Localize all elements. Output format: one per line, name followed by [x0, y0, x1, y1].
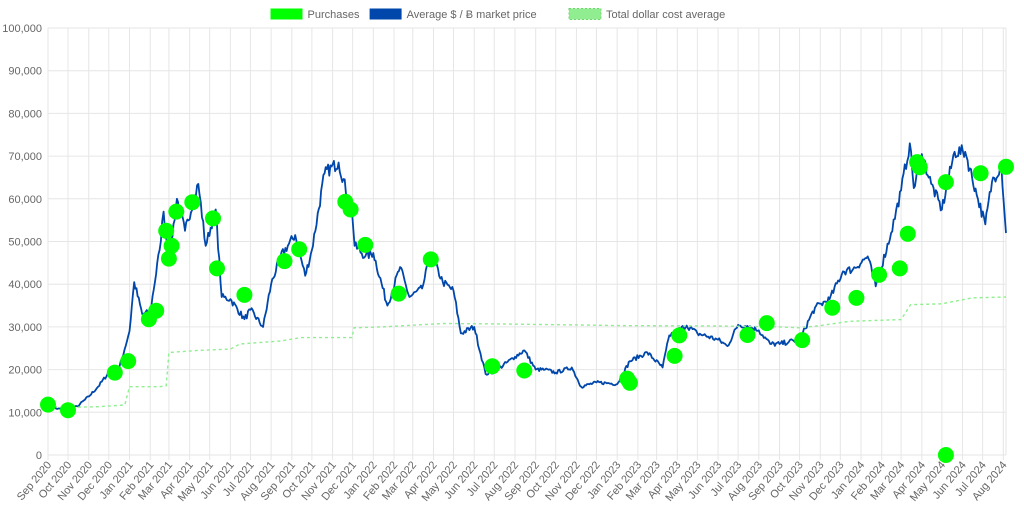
y-axis-ticks: 0 10,000 20,000 30,000 40,000 50,000 60,000 70,…	[2, 23, 42, 462]
y-tick-label: 0	[36, 450, 42, 462]
legend-swatch	[369, 8, 402, 20]
purchase-point[interactable]	[163, 237, 180, 254]
purchase-point[interactable]	[60, 402, 76, 419]
purchase-point[interactable]	[899, 225, 916, 242]
purchase-point[interactable]	[205, 210, 221, 227]
purchase-point[interactable]	[390, 285, 407, 302]
legend-label: Total dollar cost average	[606, 9, 725, 21]
series-layer	[47, 142, 1007, 411]
y-tick-label: 80,000	[8, 108, 42, 120]
purchase-point[interactable]	[357, 236, 374, 253]
purchase-point[interactable]	[937, 174, 954, 191]
purchase-point[interactable]	[671, 327, 688, 344]
purchase-point[interactable]	[937, 447, 954, 463]
y-tick-label: 70,000	[8, 151, 42, 163]
purchase-point[interactable]	[120, 353, 137, 370]
purchase-point[interactable]	[209, 260, 225, 277]
purchase-point[interactable]	[848, 289, 865, 306]
purchase-point[interactable]	[794, 332, 811, 349]
purchase-point[interactable]	[998, 158, 1014, 175]
purchase-point[interactable]	[621, 374, 638, 391]
purchase-point[interactable]	[422, 251, 439, 268]
y-tick-label: 30,000	[8, 322, 42, 334]
series-line-market-price	[47, 142, 1007, 411]
purchase-point[interactable]	[484, 358, 501, 375]
legend-swatch	[568, 8, 602, 20]
purchase-point[interactable]	[911, 159, 928, 176]
purchase-point[interactable]	[871, 266, 888, 283]
legend-item-purchases[interactable]: Purchases	[270, 8, 360, 22]
y-tick-label: 50,000	[8, 237, 42, 249]
purchase-point[interactable]	[148, 302, 165, 319]
legend[interactable]: Purchases Average $ / Ƀ market price Total…	[270, 8, 726, 22]
purchase-point[interactable]	[40, 396, 56, 413]
purchase-point[interactable]	[236, 286, 253, 303]
purchase-point[interactable]	[291, 241, 308, 258]
y-tick-label: 40,000	[8, 279, 42, 291]
legend-item-price[interactable]: Average $ / Ƀ market price	[369, 8, 537, 22]
series-line-dollar-cost-average	[47, 296, 1007, 409]
legend-swatch	[270, 8, 303, 20]
purchase-point[interactable]	[160, 250, 177, 267]
y-tick-label: 20,000	[8, 365, 42, 377]
purchase-point[interactable]	[666, 347, 683, 364]
purchase-point[interactable]	[824, 299, 841, 316]
purchase-point[interactable]	[516, 362, 533, 379]
purchase-point[interactable]	[106, 364, 123, 381]
y-tick-label: 100,000	[2, 23, 42, 35]
purchase-point[interactable]	[158, 222, 175, 239]
purchase-point[interactable]	[342, 201, 359, 218]
legend-item-dca[interactable]: Total dollar cost average	[568, 8, 725, 22]
purchase-point[interactable]	[739, 327, 756, 343]
purchase-point[interactable]	[891, 260, 908, 277]
purchase-point[interactable]	[168, 203, 185, 220]
y-tick-label: 60,000	[8, 194, 42, 206]
purchase-point[interactable]	[972, 165, 989, 182]
purchase-point[interactable]	[276, 253, 293, 270]
legend-label: Purchases	[308, 9, 360, 21]
y-tick-label: 10,000	[8, 407, 42, 419]
purchase-markers	[40, 154, 1014, 463]
legend-label: Average $ / Ƀ market price	[407, 9, 537, 21]
y-tick-label: 90,000	[8, 66, 42, 78]
grid-layer	[47, 27, 1007, 460]
purchase-point[interactable]	[758, 315, 775, 332]
purchase-point[interactable]	[184, 194, 201, 211]
